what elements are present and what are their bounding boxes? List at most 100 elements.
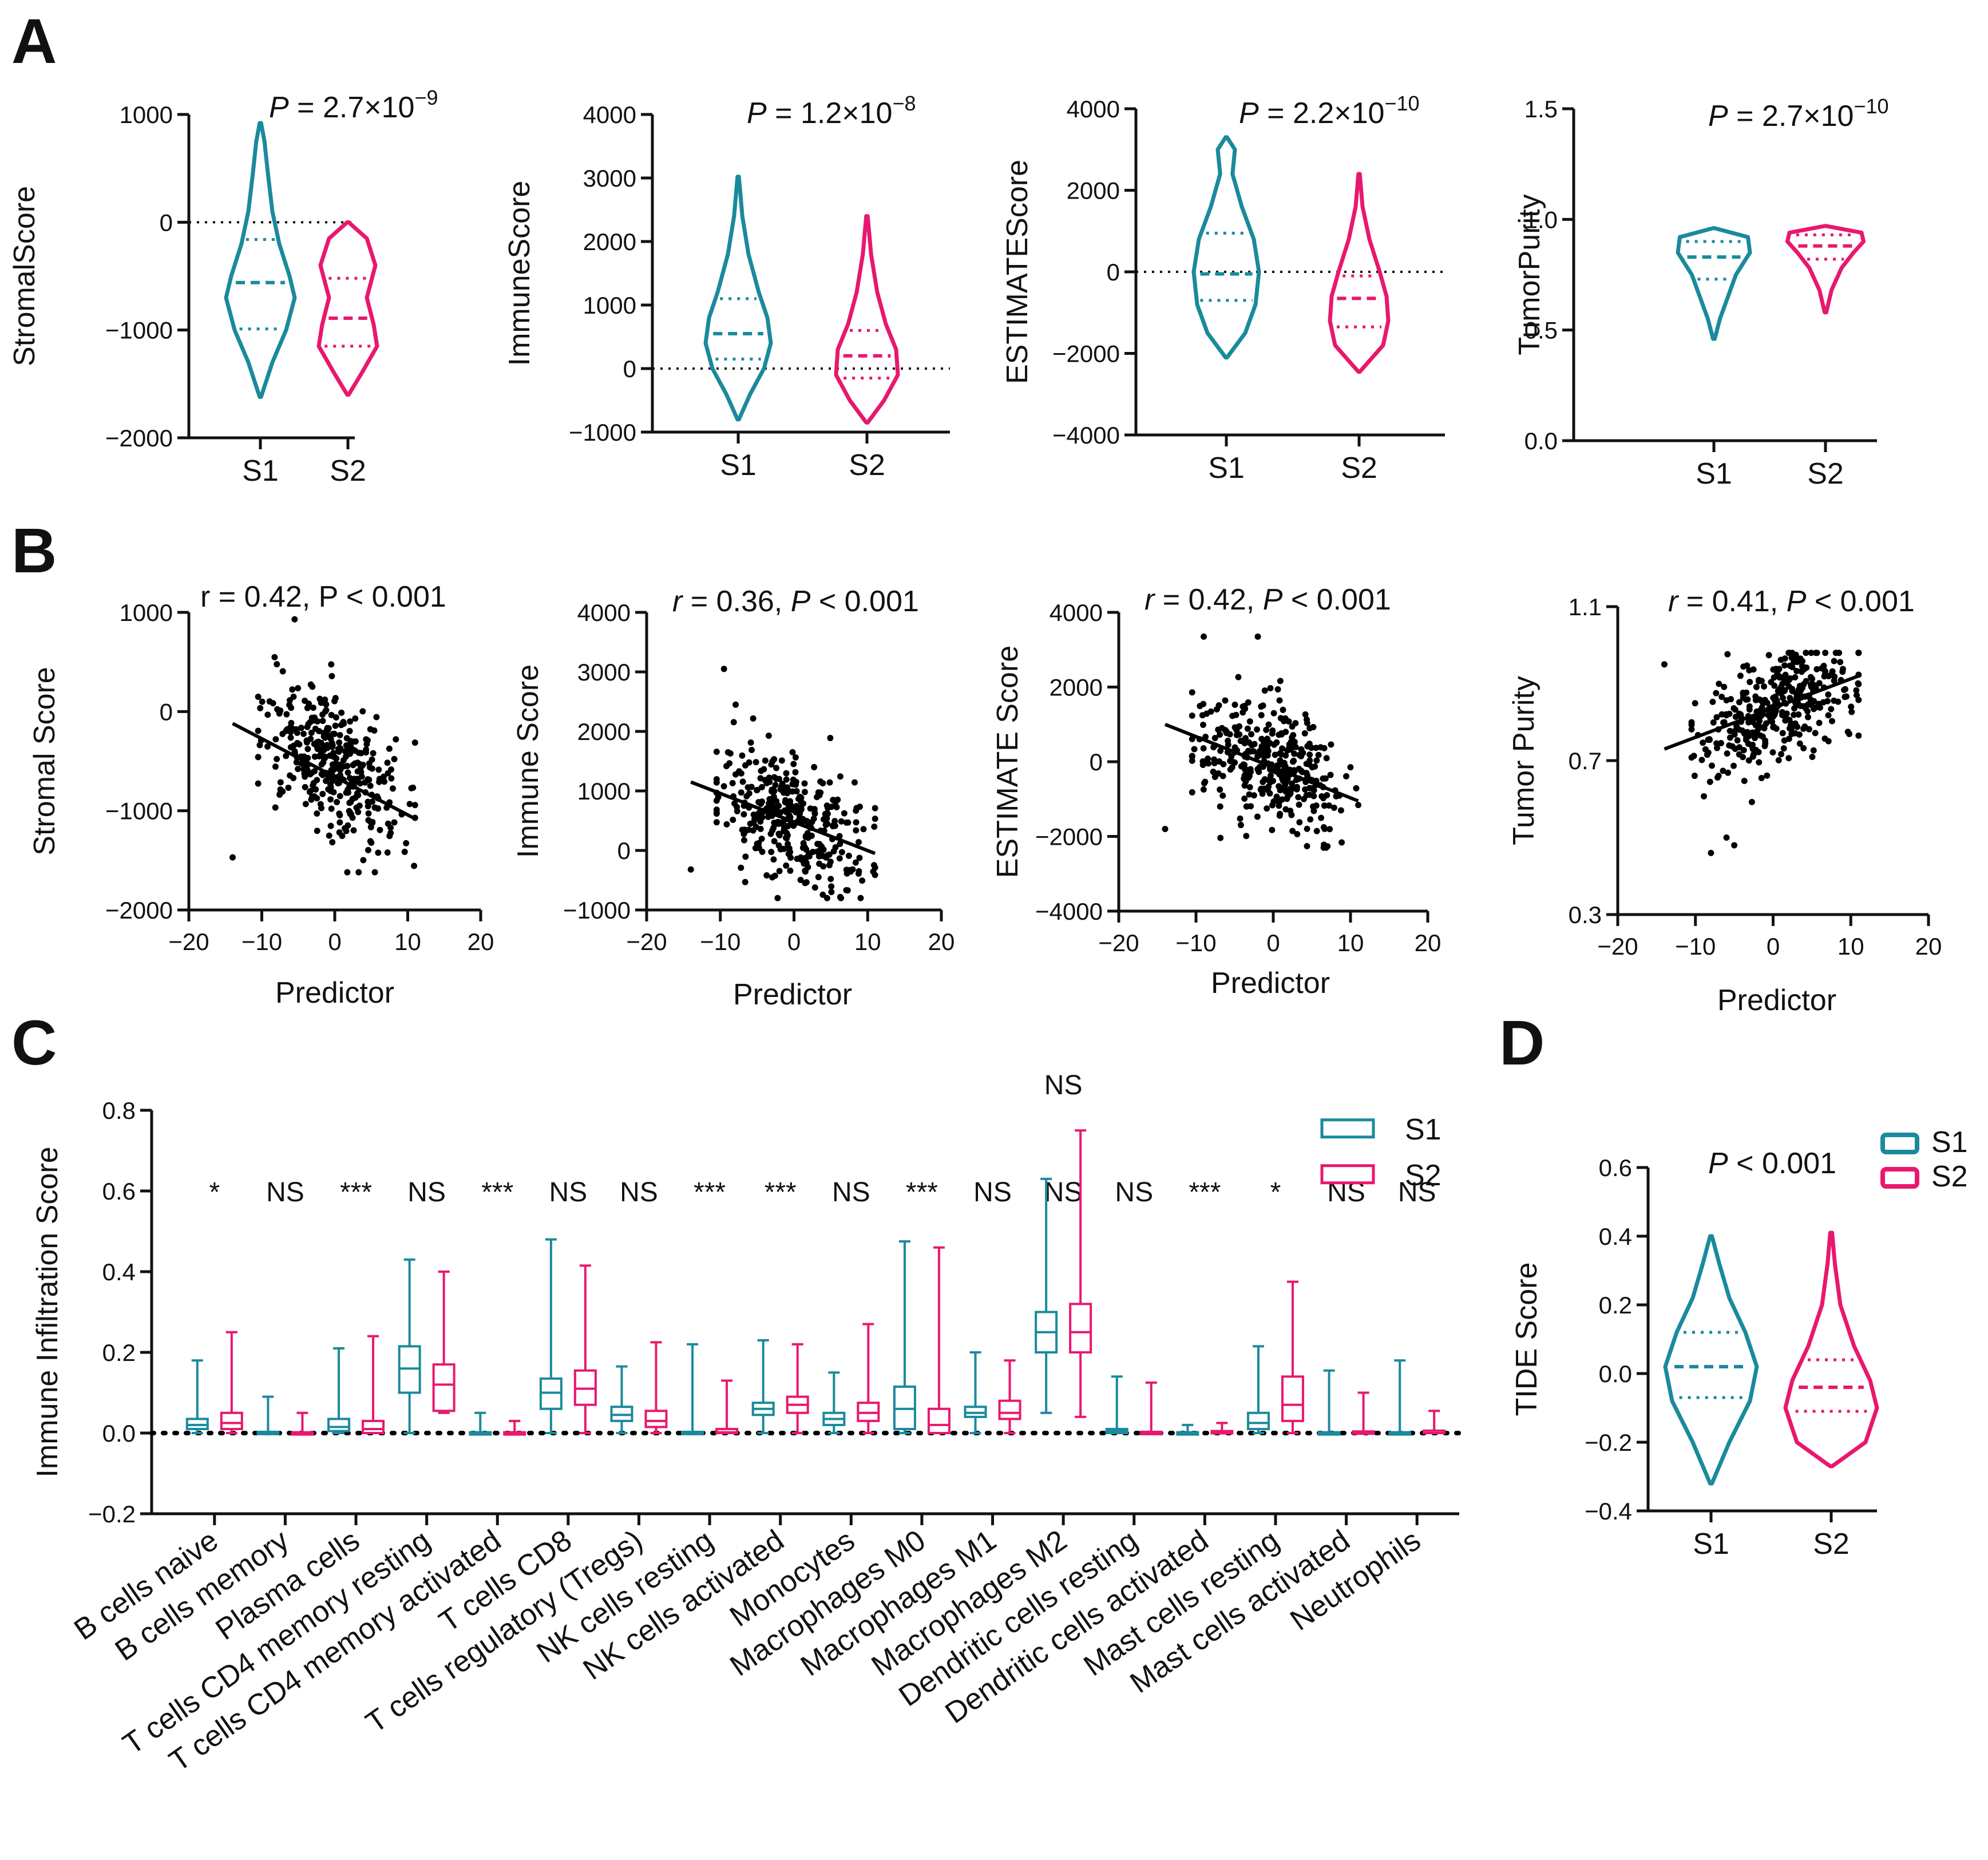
B1-point xyxy=(325,786,332,793)
B3-point xyxy=(1231,724,1238,731)
B1-fit-line xyxy=(232,722,416,821)
B4-point xyxy=(1813,704,1820,711)
B3-point xyxy=(1229,713,1236,719)
B3-point xyxy=(1246,718,1253,725)
B4-point xyxy=(1822,650,1829,656)
B3-point xyxy=(1277,678,1284,684)
B2-point xyxy=(730,816,736,823)
B4-point xyxy=(1785,755,1792,762)
B3-point xyxy=(1203,710,1210,717)
B1-point xyxy=(315,727,322,734)
B3-point xyxy=(1308,785,1315,792)
B2-point xyxy=(837,773,843,780)
B3-y-tick-label: 4000 xyxy=(1050,599,1103,626)
B1-point xyxy=(311,753,318,760)
B3-x-tick-label: 20 xyxy=(1415,929,1442,956)
B1-point xyxy=(336,731,343,738)
B4-point xyxy=(1747,679,1753,686)
B2-point xyxy=(797,810,803,817)
B4-point xyxy=(1791,705,1798,712)
B4-point xyxy=(1816,680,1823,687)
B3-y-tick-label: −4000 xyxy=(1035,898,1103,925)
B1-point xyxy=(350,827,357,834)
B2-point xyxy=(757,775,764,782)
D-y-label: TIDE Score xyxy=(1510,1263,1543,1416)
B1-point xyxy=(355,749,362,756)
A2-y-tick-label: 2000 xyxy=(583,228,636,255)
B4-point xyxy=(1788,654,1795,661)
A2-violin-s1 xyxy=(703,175,773,422)
B4-point xyxy=(1713,740,1720,747)
B2-point xyxy=(783,776,790,783)
C-significance: NS xyxy=(1398,1177,1436,1208)
B3-y-tick-label: 0 xyxy=(1090,749,1103,775)
B2-point xyxy=(768,761,775,768)
B2-point xyxy=(773,805,779,812)
B3-point xyxy=(1318,814,1325,821)
B1-point xyxy=(346,808,353,814)
B2-point xyxy=(767,830,774,837)
C-legend-swatch-s2 xyxy=(1320,1164,1375,1185)
B4-point xyxy=(1705,737,1712,743)
B1-x-tick-label: 20 xyxy=(468,928,494,955)
B3-point xyxy=(1304,843,1310,850)
B2-point xyxy=(750,811,757,818)
A2-x-tick-label-s1: S1 xyxy=(720,449,757,482)
B1-point xyxy=(367,782,374,789)
B3-point xyxy=(1200,745,1207,752)
B2-y-label: Immune Score xyxy=(512,664,545,858)
B1-point xyxy=(277,790,284,797)
B4-point xyxy=(1761,683,1768,690)
B1-point xyxy=(371,727,378,734)
A3-y-tick-label: 0 xyxy=(1107,259,1120,286)
A1-violin-s2 xyxy=(316,220,379,397)
B2-point xyxy=(807,805,814,812)
B2-point xyxy=(841,810,848,817)
B1-point xyxy=(310,705,316,711)
B1-point xyxy=(303,738,310,745)
B1-point xyxy=(360,857,367,864)
B3-point xyxy=(1264,735,1271,742)
B1-point xyxy=(328,711,335,718)
B1-point xyxy=(285,784,292,791)
B1-point xyxy=(328,661,335,668)
B2-point xyxy=(793,803,800,810)
B3-point xyxy=(1264,746,1271,753)
B3-point xyxy=(1296,765,1302,772)
B2-point xyxy=(765,813,771,820)
B3-point xyxy=(1325,802,1332,809)
B1-point xyxy=(338,709,345,716)
B4-point xyxy=(1698,757,1705,763)
B3-point xyxy=(1313,828,1320,834)
B2-point xyxy=(772,782,779,789)
B2-point xyxy=(726,760,733,767)
B3-point xyxy=(1317,744,1324,751)
B4-point xyxy=(1787,662,1793,669)
B2-point xyxy=(843,819,850,826)
B3-point xyxy=(1304,825,1310,832)
B3-point xyxy=(1313,757,1320,764)
B1-point xyxy=(283,711,290,718)
B2-point xyxy=(823,895,830,901)
B1-point xyxy=(272,804,279,811)
B2-point xyxy=(776,832,783,839)
B3-point xyxy=(1310,808,1317,814)
B4-point xyxy=(1768,679,1775,686)
A1-violin-s1 xyxy=(224,121,297,399)
B3-x-tick-label: 0 xyxy=(1266,929,1280,956)
B2-point xyxy=(787,867,794,874)
C-box-s2 xyxy=(998,1399,1021,1420)
B1-y-tick-label: 0 xyxy=(160,698,173,725)
B2-point xyxy=(790,761,797,767)
B3-point xyxy=(1238,763,1245,770)
B1-point xyxy=(346,800,353,806)
B2-point xyxy=(853,819,860,826)
B4-point xyxy=(1788,730,1795,737)
B1-point xyxy=(366,760,373,767)
B1-point xyxy=(373,714,380,721)
B3-fit-line xyxy=(1164,722,1359,803)
B1-point xyxy=(286,697,293,704)
B3-point xyxy=(1265,741,1272,748)
B3-point xyxy=(1201,633,1207,640)
B2-point xyxy=(769,800,775,806)
